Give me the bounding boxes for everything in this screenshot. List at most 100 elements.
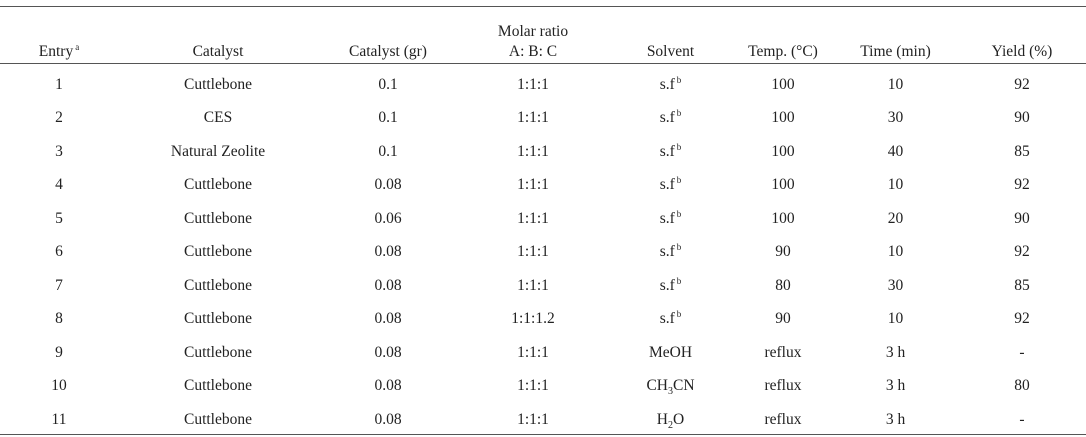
table-row: 5 Cuttlebone 0.06 1:1:1 s.f b 100 20 90	[0, 202, 1086, 236]
cell-entry: 10	[51, 377, 67, 395]
header-solvent: Solvent	[646, 43, 695, 60]
cell-solvent: MeOH	[648, 343, 693, 361]
cell-yield: -	[1019, 343, 1025, 361]
cell-molar-ratio: 1:1:1	[517, 75, 549, 93]
cell-yield: 80	[1014, 377, 1030, 395]
header-catalyst: Catalyst	[192, 43, 244, 60]
cell-solvent: s.f b	[659, 74, 682, 93]
cell-molar-ratio: 1:1:1	[517, 377, 549, 395]
cell-temp: 100	[771, 209, 795, 227]
cell-time: 10	[887, 176, 904, 194]
cell-catalyst-amount: 0.08	[374, 243, 402, 261]
table-row: 2 CES 0.1 1:1:1 s.f b 100 30 90	[0, 102, 1086, 136]
cell-time: 10	[887, 243, 904, 261]
cell-entry: 6	[55, 243, 63, 261]
cell-catalyst: Natural Zeolite	[170, 142, 266, 160]
cell-entry: 4	[55, 176, 63, 194]
cell-solvent: s.f b	[659, 175, 682, 194]
caption-rule-left	[0, 6, 118, 7]
header-catalyst-amount: Catalyst (gr)	[349, 43, 427, 60]
cell-molar-ratio: 1:1:1	[517, 343, 549, 361]
cell-entry: 7	[55, 276, 63, 294]
header-time: Time (min)	[860, 43, 931, 60]
table-row: 7 Cuttlebone 0.08 1:1:1 s.f b 80 30 85	[0, 269, 1086, 303]
cell-yield: 92	[1014, 176, 1030, 194]
cell-time: 40	[887, 142, 904, 160]
header-bottom-rule	[0, 63, 1086, 64]
cell-molar-ratio: 1:1:1	[517, 209, 549, 227]
cell-yield: 92	[1014, 310, 1030, 328]
cell-solvent: s.f b	[659, 208, 682, 227]
cell-entry: 1	[55, 75, 63, 93]
cell-solvent: s.f b	[659, 275, 682, 294]
cell-solvent: s.f b	[659, 141, 682, 160]
cell-catalyst-amount: 0.06	[374, 209, 402, 227]
cell-yield: -	[1019, 410, 1025, 428]
cell-temp: 100	[771, 75, 795, 93]
cell-temp: reflux	[764, 377, 802, 395]
cell-catalyst-amount: 0.1	[378, 109, 398, 127]
cell-temp: 80	[775, 276, 791, 294]
cell-time: 3 h	[885, 410, 906, 428]
cell-time: 10	[887, 310, 904, 328]
cell-temp: reflux	[764, 410, 802, 428]
table-row: 6 Cuttlebone 0.08 1:1:1 s.f b 90 10 92	[0, 236, 1086, 270]
cell-catalyst-amount: 0.1	[378, 75, 398, 93]
cell-catalyst: Cuttlebone	[183, 343, 253, 361]
cell-time: 30	[887, 109, 904, 127]
cell-yield: 85	[1014, 142, 1030, 160]
cell-catalyst: CES	[203, 109, 233, 127]
cell-catalyst: Cuttlebone	[183, 243, 253, 261]
cell-catalyst-amount: 0.08	[374, 343, 402, 361]
cell-catalyst-amount: 0.08	[374, 377, 402, 395]
cell-time: 3 h	[885, 343, 906, 361]
cell-entry: 5	[55, 209, 63, 227]
cell-yield: 85	[1014, 276, 1030, 294]
cell-temp: 100	[771, 142, 795, 160]
caption-rule-right	[118, 6, 1086, 7]
cell-solvent: s.f b	[659, 242, 682, 261]
cell-time: 20	[887, 209, 904, 227]
cell-entry: 9	[55, 343, 63, 361]
cell-time: 3 h	[885, 377, 906, 395]
header-row: Entry a Catalyst Catalyst (gr) Molar rati…	[0, 0, 1086, 68]
cell-molar-ratio: 1:1:1	[517, 410, 549, 428]
table-row: 10 Cuttlebone 0.08 1:1:1 CH3CN reflux 3 h 80	[0, 370, 1086, 404]
cell-temp: 90	[775, 310, 791, 328]
header-entry: Entry a	[38, 41, 80, 60]
cell-yield: 92	[1014, 75, 1030, 93]
cell-catalyst: Cuttlebone	[183, 209, 253, 227]
cell-solvent: s.f b	[659, 309, 682, 328]
cell-molar-ratio: 1:1:1	[517, 176, 549, 194]
header-yield: Yield (%)	[991, 43, 1053, 60]
table-bottom-rule	[0, 434, 1086, 435]
cell-yield: 90	[1014, 209, 1030, 227]
cell-solvent: H2O	[656, 410, 685, 431]
cell-catalyst: Cuttlebone	[183, 276, 253, 294]
cell-temp: 90	[775, 243, 791, 261]
cell-catalyst-amount: 0.08	[374, 176, 402, 194]
cell-molar-ratio: 1:1:1	[517, 276, 549, 294]
cell-entry: 3	[55, 142, 63, 160]
cell-time: 10	[887, 75, 904, 93]
cell-catalyst-amount: 0.1	[378, 142, 398, 160]
table-row: 1 Cuttlebone 0.1 1:1:1 s.f b 100 10 92	[0, 68, 1086, 102]
cell-catalyst-amount: 0.08	[374, 410, 402, 428]
table-body: 1 Cuttlebone 0.1 1:1:1 s.f b 100 10 92 2 CES 0.1 1:1…	[0, 68, 1086, 437]
cell-catalyst-amount: 0.08	[374, 276, 402, 294]
cell-molar-ratio: 1:1:1.2	[511, 310, 555, 328]
cell-molar-ratio: 1:1:1	[517, 142, 549, 160]
cell-entry: 11	[51, 410, 67, 428]
cell-yield: 92	[1014, 243, 1030, 261]
table-row: 8 Cuttlebone 0.08 1:1:1.2 s.f b 90 10 92	[0, 303, 1086, 337]
cell-entry: 2	[55, 109, 63, 127]
cell-entry: 8	[55, 310, 63, 328]
cell-catalyst: Cuttlebone	[183, 75, 253, 93]
cell-molar-ratio: 1:1:1	[517, 109, 549, 127]
cell-solvent: CH3CN	[646, 377, 695, 398]
cell-temp: reflux	[764, 343, 802, 361]
cell-molar-ratio: 1:1:1	[517, 243, 549, 261]
cell-catalyst: Cuttlebone	[183, 310, 253, 328]
header-temp: Temp. (°C)	[748, 43, 818, 60]
